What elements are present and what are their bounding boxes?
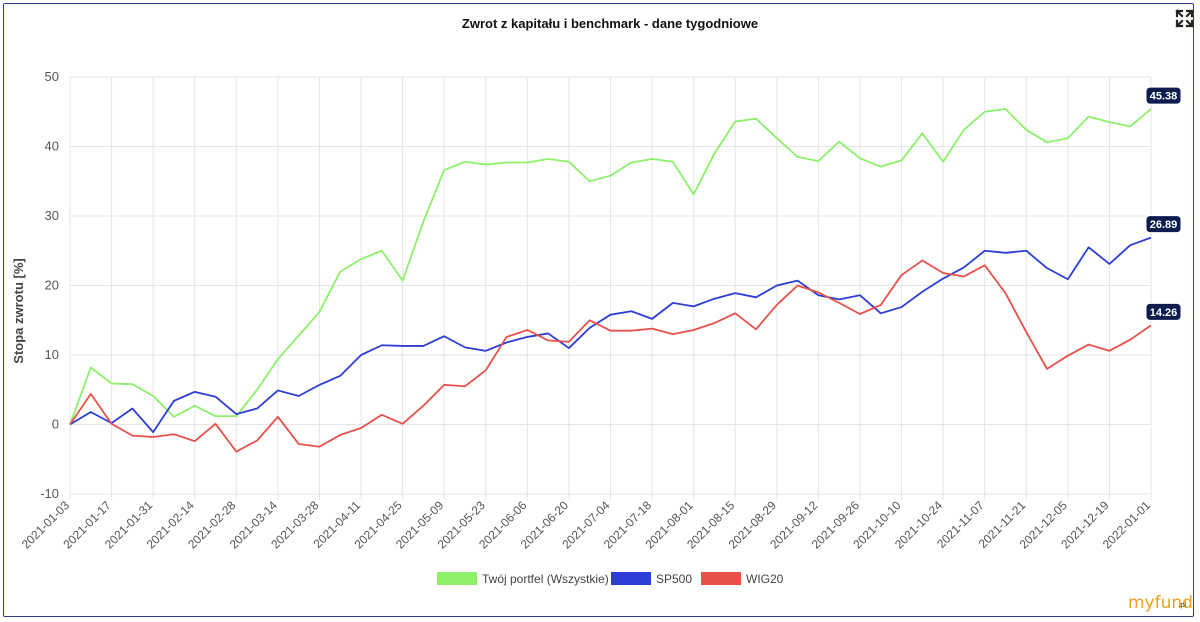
series-lines [69, 108, 1152, 453]
brand-name: myfund [1128, 593, 1193, 613]
brand-suffix: .pl [1178, 601, 1187, 609]
expand-icon[interactable] [1175, 9, 1194, 28]
legend-label: Twój portfel (Wszystkie) [482, 572, 609, 586]
y-tick-label: 40 [45, 139, 59, 154]
legend-item[interactable]: WIG20 [701, 572, 784, 586]
end-value-label: 14.26 [1145, 302, 1182, 321]
legend-label: SP500 [656, 572, 692, 586]
legend-item[interactable]: Twój portfel (Wszystkie) [437, 572, 609, 586]
y-axis-label: Stopa zwrotu [%] [11, 258, 26, 363]
x-axis: 2021-01-032021-01-172021-01-312021-02-14… [19, 498, 1154, 552]
y-tick-label: 0 [52, 417, 59, 432]
chart-title: Zwrot z kapitału i benchmark - dane tygo… [462, 16, 758, 31]
y-tick-label: 50 [45, 69, 59, 84]
legend[interactable]: Twój portfel (Wszystkie) SP500 WIG20 [437, 572, 784, 586]
grid [69, 76, 1152, 500]
y-tick-label: 20 [45, 278, 59, 293]
series-line-wig20 [69, 259, 1152, 453]
end-value-label-box [1145, 86, 1182, 105]
y-tick-label: 30 [45, 208, 59, 223]
series-line-sp500 [69, 236, 1152, 434]
end-labels: 45.38 26.89 14.26 [1145, 86, 1182, 321]
legend-swatch [437, 572, 477, 585]
chart-frame [3, 3, 1194, 617]
end-value-label-text: 26.89 [1150, 219, 1178, 231]
end-value-label-box [1145, 215, 1182, 234]
end-value-label-text: 14.26 [1150, 307, 1178, 319]
y-tick-label: 10 [45, 347, 59, 362]
legend-item[interactable]: SP500 [611, 572, 692, 586]
legend-label: WIG20 [746, 572, 784, 586]
y-axis: -10 0 10 20 30 40 50 [40, 69, 59, 501]
brand-logo: myfund .pl [1128, 593, 1193, 613]
end-value-label-text: 45.38 [1150, 91, 1178, 103]
series-line-tw-j-portfel-wszystkie [69, 108, 1152, 425]
legend-swatch [611, 572, 651, 585]
y-tick-label: -10 [40, 486, 59, 501]
legend-swatch [701, 572, 741, 585]
end-value-label: 26.89 [1145, 215, 1182, 234]
end-value-label: 45.38 [1145, 86, 1182, 105]
end-value-label-box [1145, 302, 1182, 321]
